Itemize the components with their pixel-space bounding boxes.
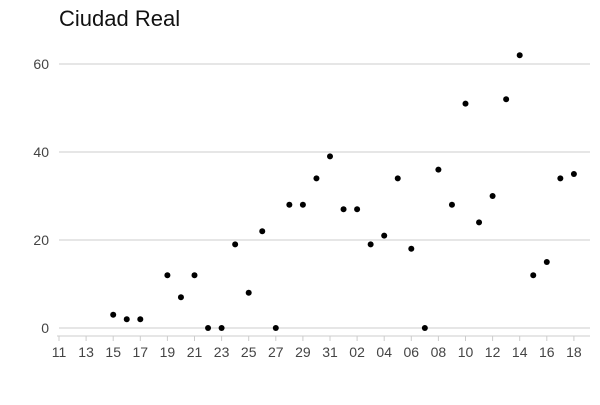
x-tick-label-13-1: 13 xyxy=(78,344,94,360)
data-point-0-23 xyxy=(435,166,442,173)
data-point-0-32 xyxy=(557,175,564,182)
data-point-0-3 xyxy=(164,272,171,279)
data-point-0-33 xyxy=(570,171,577,177)
data-point-0-27 xyxy=(489,193,496,199)
data-point-0-19 xyxy=(381,232,388,239)
data-point-0-31 xyxy=(543,259,550,265)
data-point-0-0 xyxy=(110,311,117,318)
data-point-0-11 xyxy=(272,325,279,331)
data-point-0-30 xyxy=(530,272,537,279)
data-point-0-12 xyxy=(286,201,293,208)
x-tick-label-21-5: 21 xyxy=(187,344,203,360)
x-tick-label-04-12: 04 xyxy=(376,344,392,360)
y-tick-label-20: 20 xyxy=(33,232,49,248)
data-point-0-28 xyxy=(503,96,510,103)
chart-title: Ciudad Real xyxy=(59,6,181,31)
y-tick-label-40: 40 xyxy=(33,144,49,160)
data-point-0-1 xyxy=(123,316,130,323)
data-point-0-9 xyxy=(245,289,252,296)
data-point-0-8 xyxy=(232,241,239,248)
x-tick-label-19-4: 19 xyxy=(160,344,176,360)
data-point-0-26 xyxy=(476,219,483,226)
x-tick-label-12-16: 12 xyxy=(485,344,501,360)
data-point-0-16 xyxy=(340,206,347,213)
data-point-0-18 xyxy=(367,241,374,248)
data-point-0-20 xyxy=(394,175,401,182)
data-point-0-5 xyxy=(191,272,198,279)
x-tick-label-10-15: 10 xyxy=(458,344,474,360)
data-point-0-15 xyxy=(327,153,333,160)
x-tick-label-02-11: 02 xyxy=(349,344,365,360)
data-point-0-7 xyxy=(218,325,225,331)
data-point-0-29 xyxy=(516,52,523,59)
x-tick-label-27-8: 27 xyxy=(268,344,284,360)
x-tick-label-31-10: 31 xyxy=(322,344,338,360)
data-point-0-22 xyxy=(421,325,428,331)
data-point-0-6 xyxy=(205,325,212,331)
data-point-0-14 xyxy=(313,175,320,182)
data-point-0-24 xyxy=(448,201,455,208)
x-tick-label-16-18: 16 xyxy=(539,344,555,360)
data-point-0-4 xyxy=(177,294,184,301)
y-tick-label-60: 60 xyxy=(33,56,49,72)
x-tick-label-29-9: 29 xyxy=(295,344,311,360)
data-point-0-21 xyxy=(408,245,415,252)
x-tick-label-08-14: 08 xyxy=(431,344,447,360)
x-tick-label-06-13: 06 xyxy=(404,344,420,360)
x-tick-label-11-0: 11 xyxy=(52,344,67,360)
data-point-0-17 xyxy=(354,206,361,213)
x-tick-label-23-6: 23 xyxy=(214,344,230,360)
data-point-0-2 xyxy=(137,316,144,323)
x-tick-label-25-7: 25 xyxy=(241,344,257,360)
x-tick-label-18-19: 18 xyxy=(566,344,582,360)
y-tick-label-0: 0 xyxy=(41,320,49,336)
x-tick-label-14-17: 14 xyxy=(512,344,528,360)
data-point-0-25 xyxy=(462,100,469,107)
data-point-0-10 xyxy=(259,228,266,235)
x-tick-label-15-2: 15 xyxy=(105,344,121,360)
data-point-0-13 xyxy=(299,201,306,208)
x-tick-label-17-3: 17 xyxy=(133,344,149,360)
